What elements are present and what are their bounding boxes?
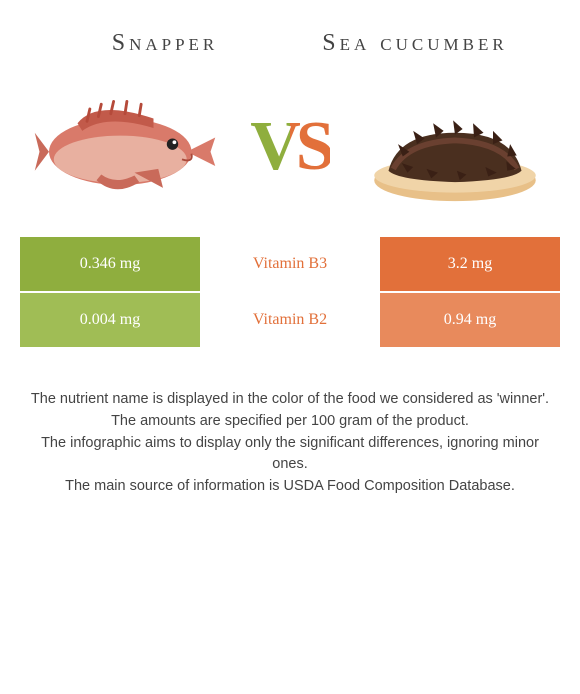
footer-notes: The nutrient name is displayed in the co… xyxy=(0,349,580,498)
images-row: VS xyxy=(0,67,580,237)
comparison-table: 0.346 mgVitamin B33.2 mg0.004 mgVitamin … xyxy=(0,237,580,347)
right-value: 3.2 mg xyxy=(380,237,560,291)
table-row: 0.004 mgVitamin B20.94 mg xyxy=(20,293,560,347)
left-value: 0.004 mg xyxy=(20,293,200,347)
footer-line: The infographic aims to display only the… xyxy=(30,433,550,477)
table-row: 0.346 mgVitamin B33.2 mg xyxy=(20,237,560,291)
right-food-title: Sea cucumber xyxy=(290,30,540,57)
right-food-image xyxy=(360,82,550,212)
left-food-title: Snapper xyxy=(40,30,290,57)
footer-line: The main source of information is USDA F… xyxy=(30,476,550,498)
nutrient-name: Vitamin B2 xyxy=(200,293,380,347)
snapper-icon xyxy=(30,82,220,212)
sea-cucumber-icon xyxy=(360,82,550,212)
vs-label: VS xyxy=(250,107,329,187)
left-value: 0.346 mg xyxy=(20,237,200,291)
left-food-image xyxy=(30,82,220,212)
footer-line: The nutrient name is displayed in the co… xyxy=(30,389,550,411)
nutrient-name: Vitamin B3 xyxy=(200,237,380,291)
right-value: 0.94 mg xyxy=(380,293,560,347)
header: Snapper Sea cucumber xyxy=(0,0,580,67)
footer-line: The amounts are specified per 100 gram o… xyxy=(30,411,550,433)
